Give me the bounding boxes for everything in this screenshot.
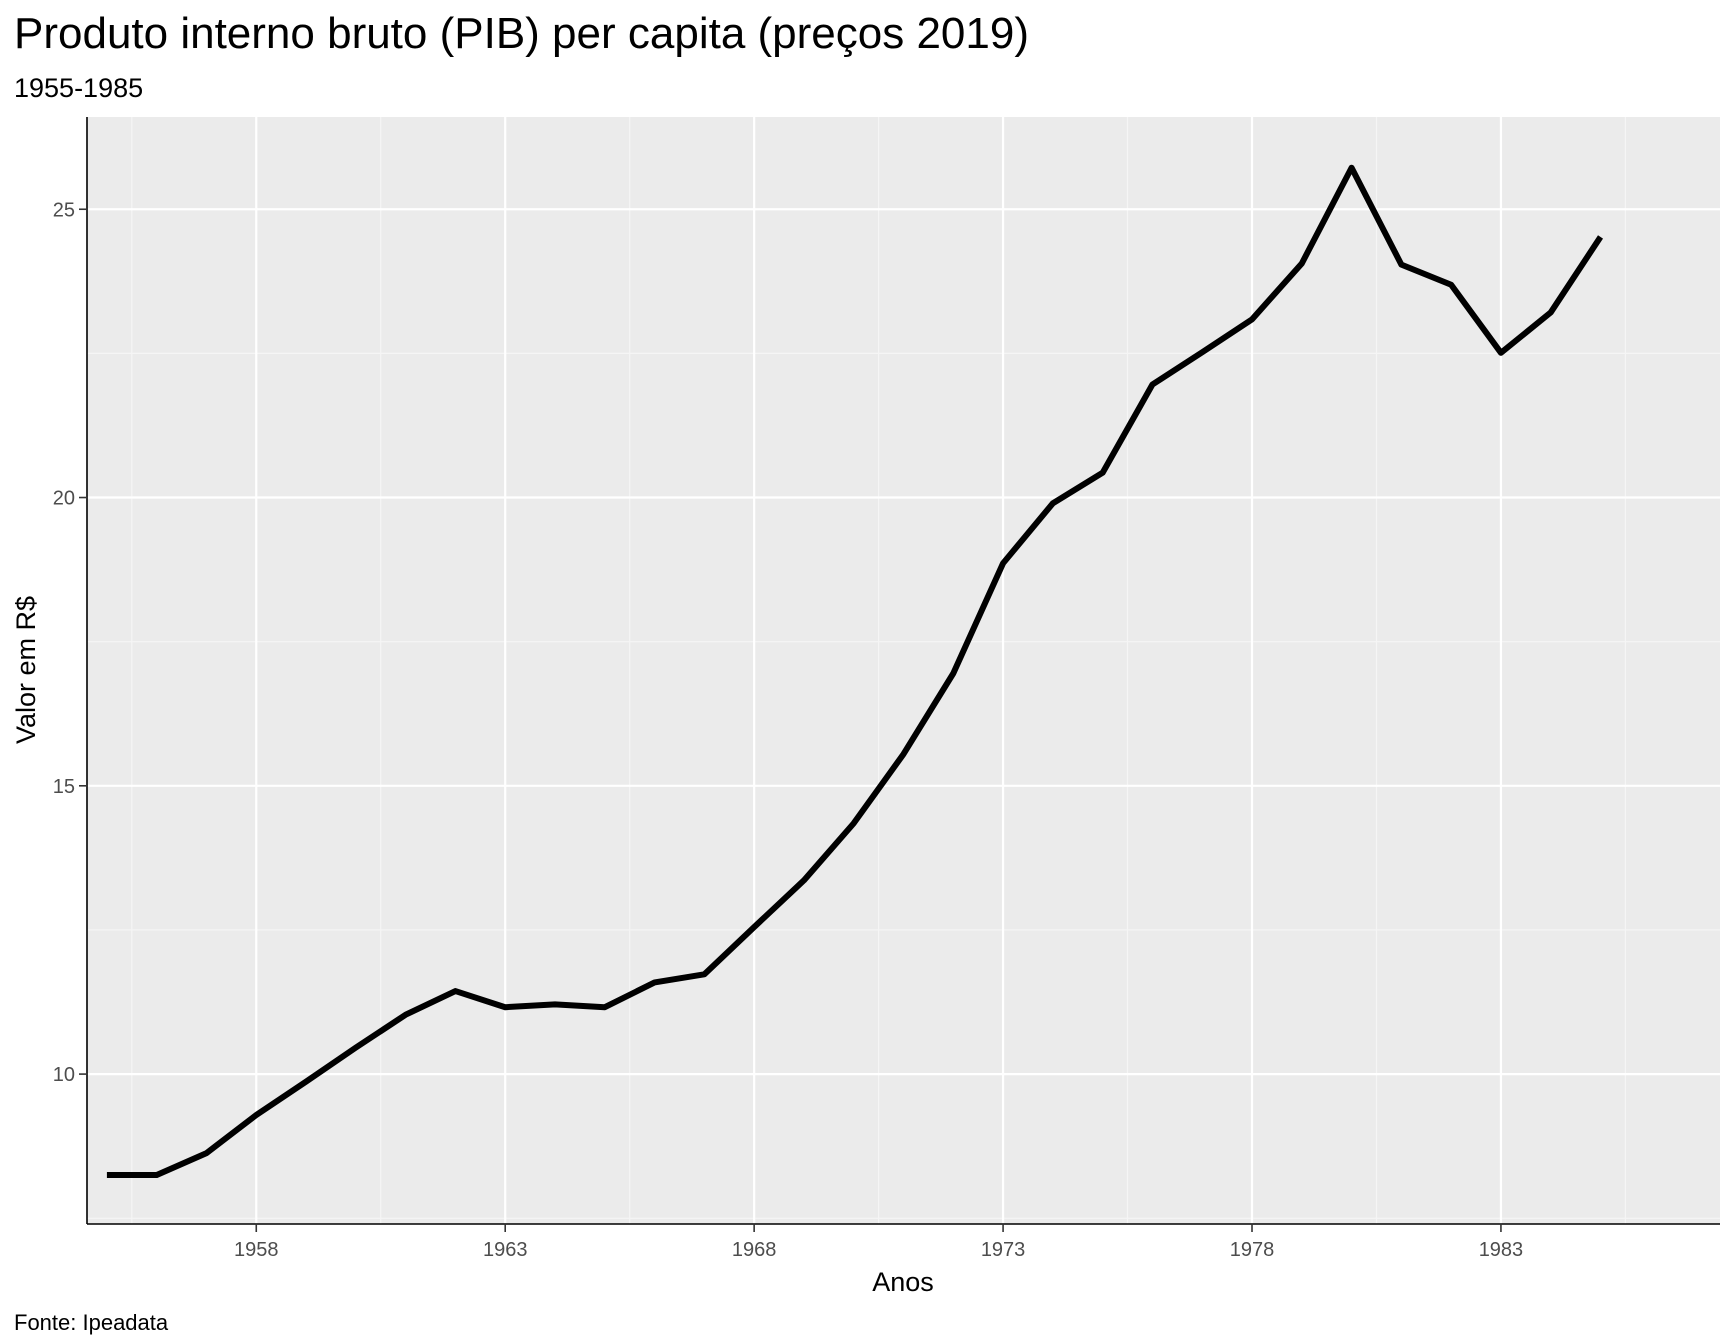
x-tick-label: 1968 xyxy=(732,1239,777,1261)
plot-panel xyxy=(87,117,1720,1224)
y-tick-label: 15 xyxy=(53,776,75,798)
x-tick-label: 1973 xyxy=(981,1239,1026,1261)
x-tick-label: 1958 xyxy=(234,1239,279,1261)
chart-subtitle: 1955-1985 xyxy=(14,73,144,103)
series-line xyxy=(106,164,1604,1178)
x-tick-label: 1963 xyxy=(483,1239,528,1261)
y-tick-label: 10 xyxy=(53,1064,75,1086)
x-tick-label: 1983 xyxy=(1479,1239,1524,1261)
major-gridlines xyxy=(87,117,1720,1224)
x-axis-title: Anos xyxy=(872,1267,934,1297)
x-tick-label: 1978 xyxy=(1230,1239,1275,1261)
chart-caption: Fonte: Ipeadata xyxy=(14,1310,169,1335)
y-tick-label: 25 xyxy=(53,199,75,221)
y-tick-label: 20 xyxy=(53,488,75,510)
x-axis-ticks: 1958 1963 1968 1973 1978 1983 xyxy=(234,1224,1523,1261)
minor-gridlines xyxy=(87,117,1720,1224)
y-axis-title: Valor em R$ xyxy=(11,596,41,744)
chart-title: Produto interno bruto (PIB) per capita (… xyxy=(14,9,1029,58)
y-axis-ticks: 10 15 20 25 xyxy=(53,199,87,1086)
